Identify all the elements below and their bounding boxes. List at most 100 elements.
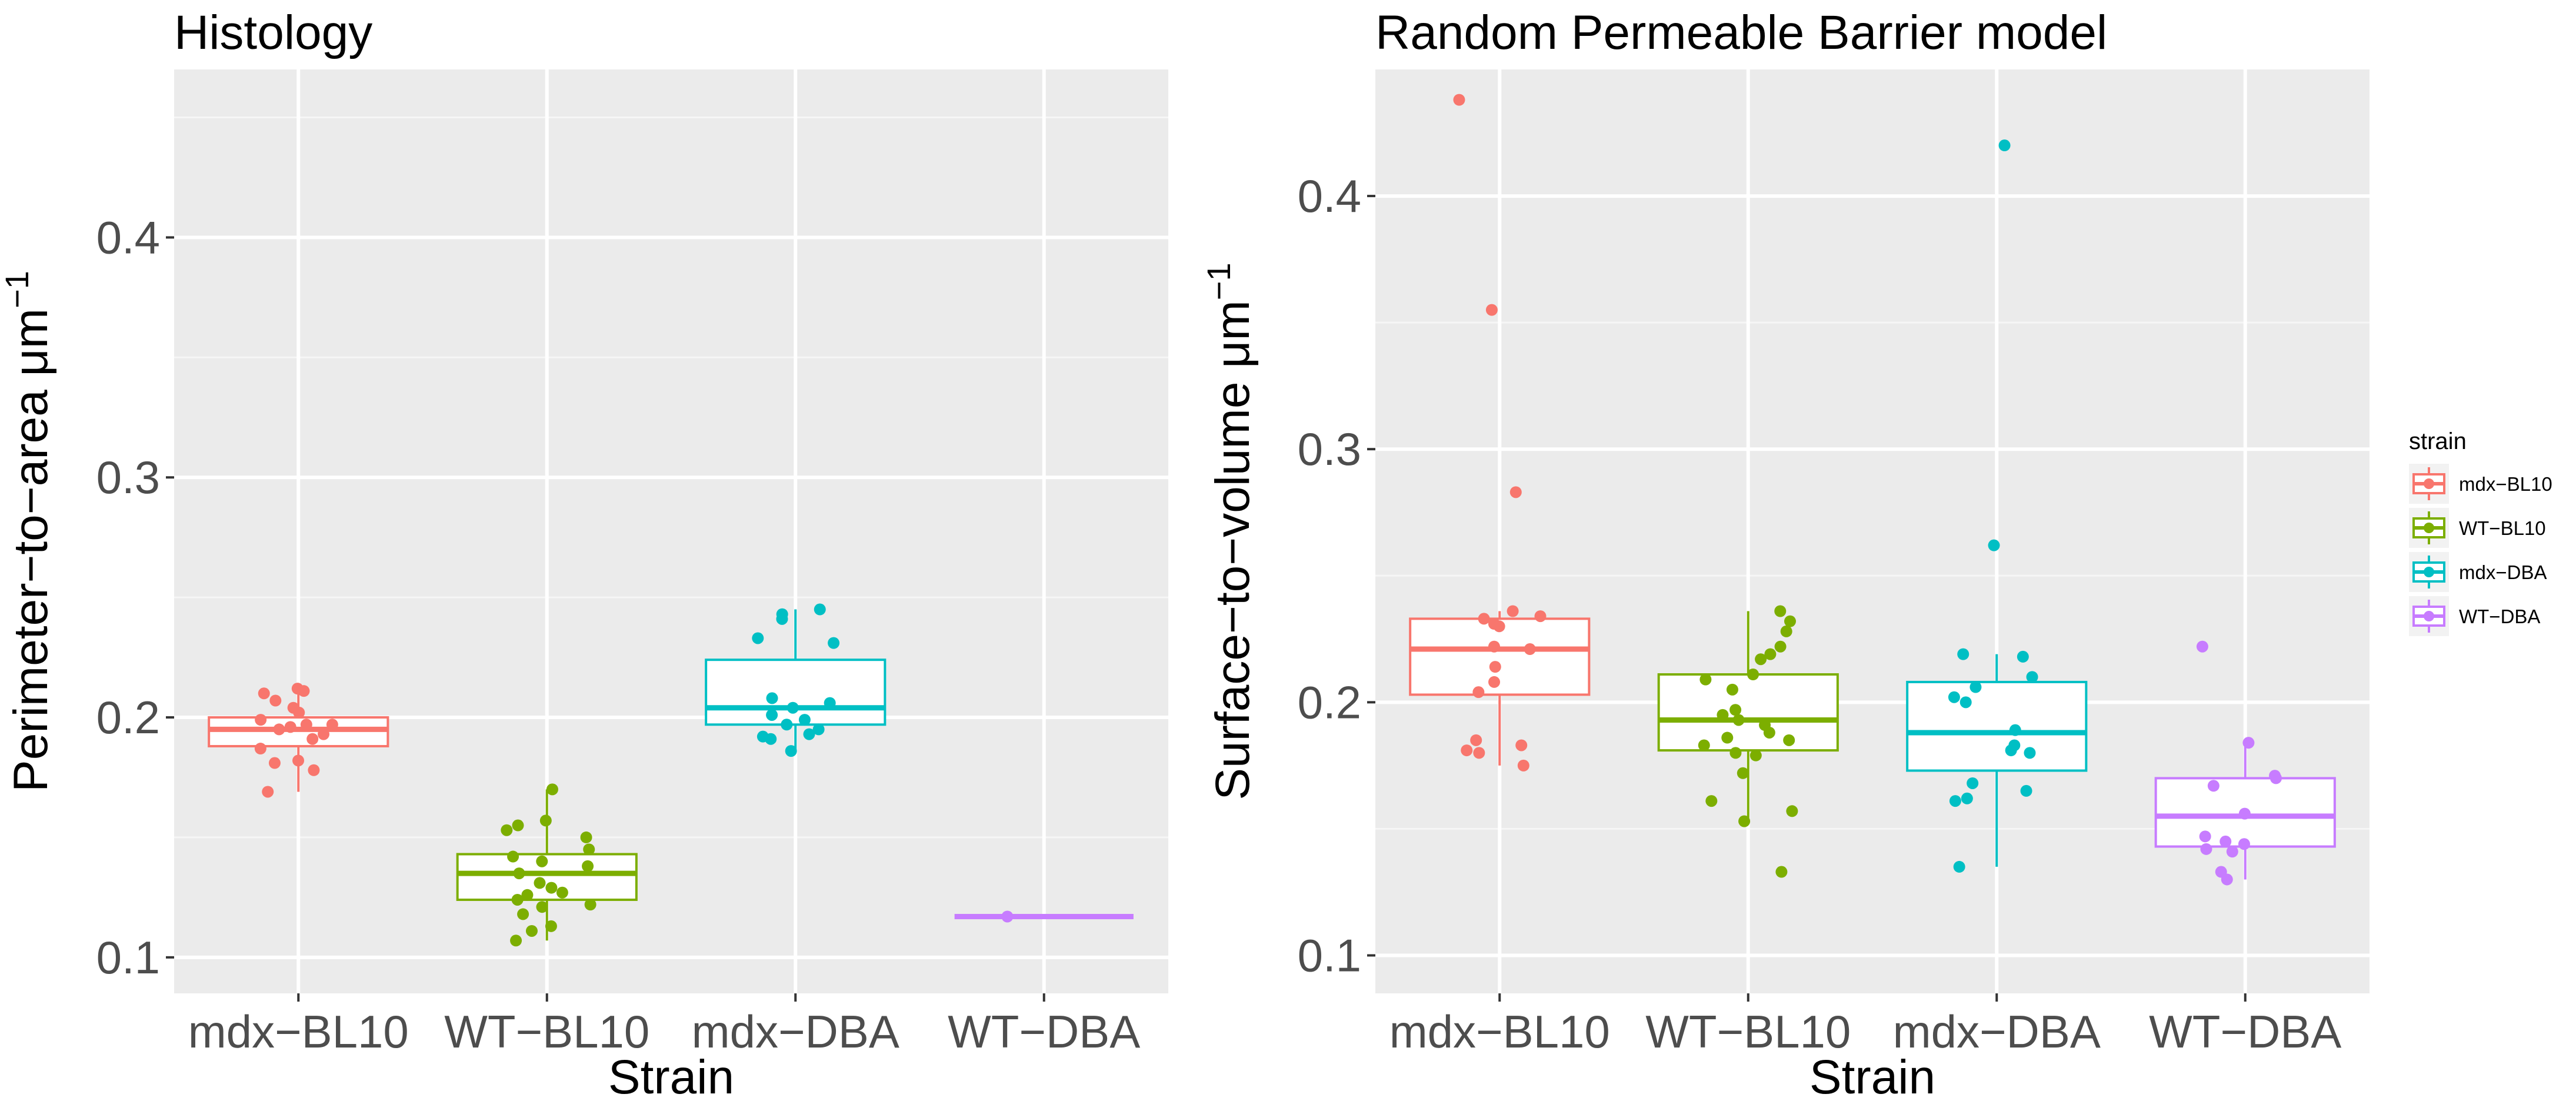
y-axis-title-superscript: −1 xyxy=(0,271,35,308)
y-axis-title: Surface−to−volume μm−1 xyxy=(1200,262,1259,800)
data-point xyxy=(1721,731,1734,744)
data-point xyxy=(1485,304,1498,316)
data-point xyxy=(582,860,594,872)
data-point xyxy=(300,719,312,731)
x-axis-title: Strain xyxy=(608,1050,734,1104)
box-1 xyxy=(1409,94,1591,772)
data-point xyxy=(293,706,305,719)
data-point xyxy=(2009,724,2021,736)
data-point xyxy=(1774,640,1787,653)
y-tick-label: 0.2 xyxy=(96,691,160,743)
data-point xyxy=(803,728,815,740)
data-point xyxy=(521,889,534,901)
data-point xyxy=(2226,846,2238,858)
legend-key-point xyxy=(2424,523,2434,533)
data-point xyxy=(1726,683,1738,696)
y-tick-label: 0.2 xyxy=(1298,676,1361,728)
data-point xyxy=(1738,815,1751,827)
histology-panel: 0.1 0.2 0.3 0.4 mdx−BL10 WT−BL10 mdx−DBA WT−DBA… xyxy=(0,6,1168,1104)
legend-key-point xyxy=(2424,567,2434,577)
box-iqr xyxy=(1906,680,2088,772)
legend-label: mdx−DBA xyxy=(2459,561,2547,583)
data-point xyxy=(1001,910,1014,923)
data-point xyxy=(814,603,826,616)
data-point xyxy=(1507,605,1519,617)
data-point xyxy=(326,719,338,731)
data-point xyxy=(787,701,799,714)
data-point xyxy=(1967,777,1979,789)
data-point xyxy=(517,908,529,920)
data-point xyxy=(318,728,330,740)
data-point xyxy=(812,723,825,736)
data-point xyxy=(765,733,777,745)
data-point xyxy=(2238,838,2250,850)
data-point xyxy=(2238,807,2251,820)
data-point xyxy=(583,843,595,856)
data-point xyxy=(1783,734,1795,746)
data-point xyxy=(1509,486,1522,498)
box-iqr xyxy=(1657,673,1839,752)
data-point xyxy=(2242,737,2255,749)
data-point xyxy=(1998,139,2011,152)
data-point xyxy=(1780,625,1792,637)
y-tick-label: 0.1 xyxy=(1298,929,1361,981)
data-point xyxy=(1961,792,1973,804)
data-point xyxy=(1517,759,1529,772)
data-point xyxy=(268,757,281,769)
data-point xyxy=(269,694,282,707)
legend-key-4 xyxy=(2409,596,2449,636)
x-tick-label: WT−BL10 xyxy=(1645,1006,1851,1058)
data-point xyxy=(766,709,778,721)
data-point xyxy=(546,783,558,796)
data-point xyxy=(308,764,320,776)
data-point xyxy=(1949,795,1961,807)
data-point xyxy=(1988,539,2000,551)
data-point xyxy=(2005,744,2017,757)
legend: strain mdx−BL10 WT−BL10 mdx−DBA WT−DBA xyxy=(2409,428,2552,636)
data-point xyxy=(1957,648,1970,660)
box-2 xyxy=(456,783,638,947)
data-point xyxy=(2020,784,2032,797)
legend-key-point xyxy=(2424,611,2434,621)
data-point xyxy=(539,814,552,827)
data-point xyxy=(1489,661,1501,673)
data-point xyxy=(1784,615,1796,627)
y-tick-label: 0.4 xyxy=(96,211,160,263)
data-point xyxy=(1488,640,1500,653)
data-point xyxy=(2221,873,2233,886)
data-point xyxy=(2207,780,2220,792)
data-point xyxy=(824,697,836,709)
x-tick-label: mdx−BL10 xyxy=(188,1006,409,1058)
data-point xyxy=(1717,709,1729,721)
data-point xyxy=(1960,696,1972,709)
data-point xyxy=(306,733,319,745)
data-point xyxy=(1953,860,1965,873)
data-point xyxy=(1493,620,1505,633)
data-point xyxy=(512,819,524,832)
data-point xyxy=(1729,704,1742,716)
data-point xyxy=(580,831,592,843)
data-point xyxy=(1763,726,1775,739)
data-point xyxy=(2270,772,2282,784)
data-point xyxy=(507,850,519,863)
data-point xyxy=(1774,605,1787,617)
data-point xyxy=(545,920,557,932)
data-point xyxy=(254,743,266,755)
data-point xyxy=(1747,669,1759,681)
data-point xyxy=(292,754,305,767)
data-point xyxy=(1473,747,1485,759)
data-point xyxy=(1470,734,1482,746)
data-point xyxy=(2017,650,2029,663)
y-tick-label: 0.4 xyxy=(1298,170,1361,222)
box-2 xyxy=(1657,605,1839,878)
data-point xyxy=(1729,747,1742,759)
y-axis-title-text: Perimeter−to−area μm xyxy=(4,308,58,792)
x-tick-label: WT−DBA xyxy=(948,1006,1140,1058)
data-point xyxy=(258,687,270,700)
data-point xyxy=(1472,686,1485,699)
x-tick-label: mdx−BL10 xyxy=(1389,1006,1610,1058)
y-tick-label: 0.3 xyxy=(96,451,160,503)
data-point xyxy=(2024,747,2036,759)
data-point xyxy=(1749,749,1762,762)
